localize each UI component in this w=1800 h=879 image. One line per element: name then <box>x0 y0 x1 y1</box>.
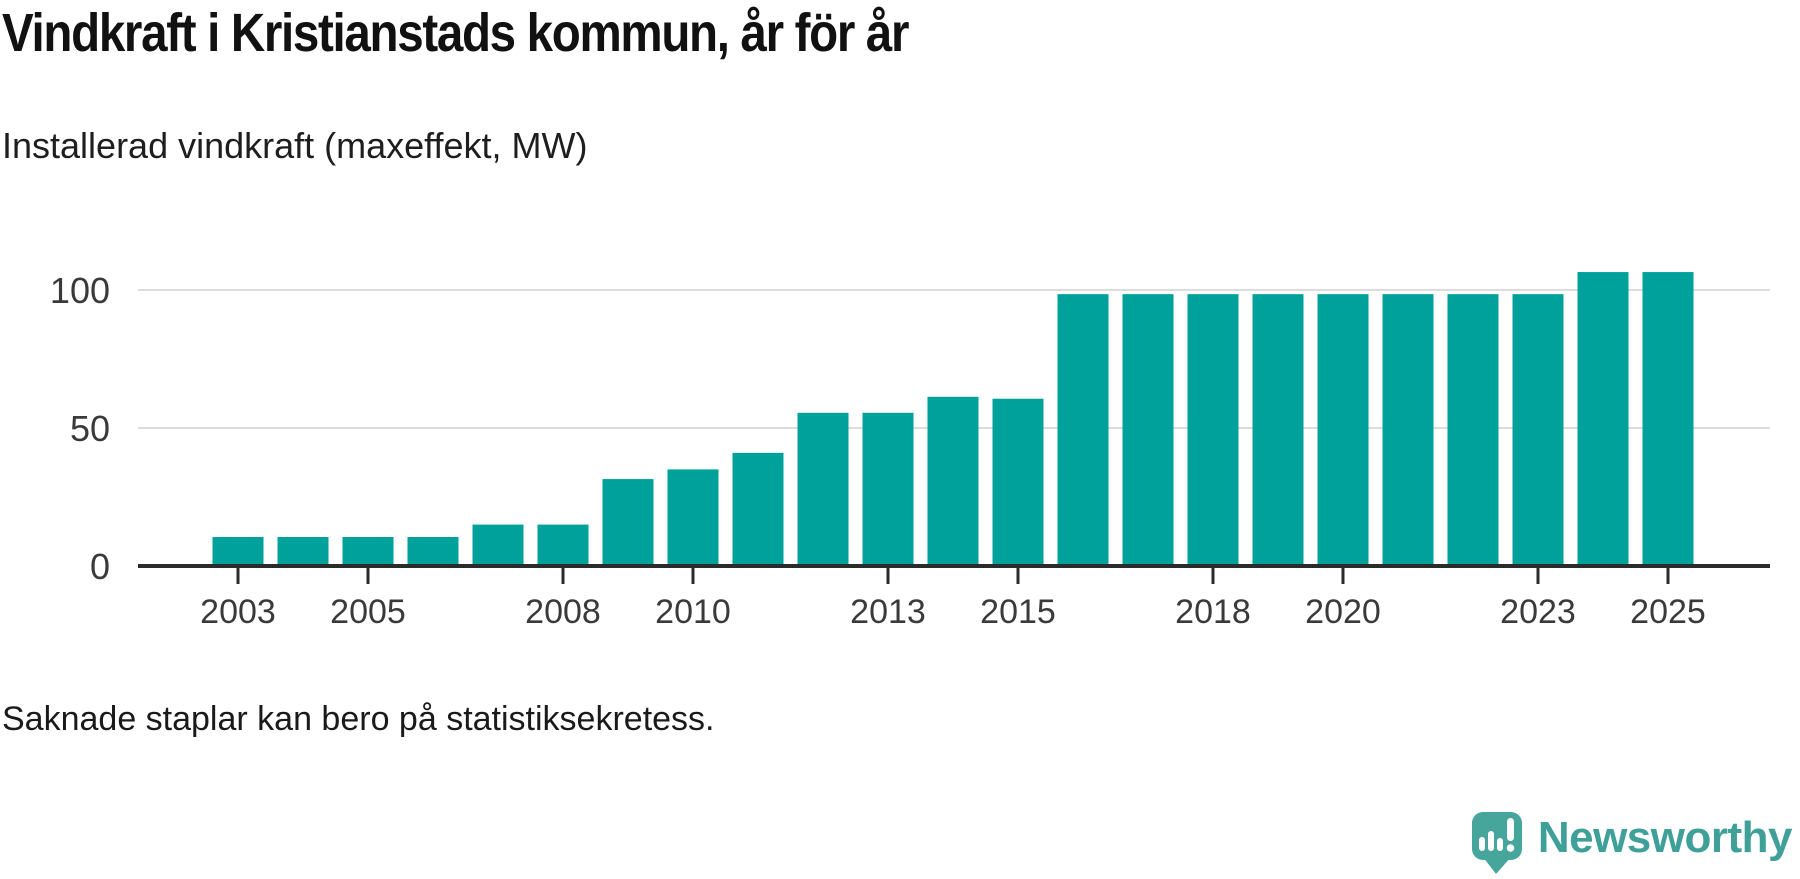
newsworthy-logo-icon <box>1471 812 1522 874</box>
x-tick-label-2015: 2015 <box>980 593 1056 631</box>
bar-2007 <box>472 524 524 566</box>
bar-2013 <box>862 412 914 566</box>
bar-2003 <box>212 537 264 566</box>
bar-2004 <box>277 537 329 566</box>
x-tick-label-2018: 2018 <box>1175 593 1251 631</box>
bar-2018 <box>1187 294 1239 566</box>
x-tick-label-2020: 2020 <box>1305 593 1381 631</box>
bar-2017 <box>1122 294 1174 566</box>
x-tick-label-2025: 2025 <box>1630 593 1706 631</box>
x-tick-label-2023: 2023 <box>1500 593 1576 631</box>
bar-2011 <box>732 452 784 566</box>
x-tick-label-2005: 2005 <box>330 593 406 631</box>
y-tick-label-0: 0 <box>90 546 110 587</box>
bar-2022 <box>1447 294 1499 566</box>
bar-2020 <box>1317 294 1369 566</box>
x-tick-label-2008: 2008 <box>525 593 601 631</box>
chart-footnote: Saknade staplar kan bero på statistiksek… <box>2 700 715 738</box>
bar-2009 <box>602 479 654 566</box>
bar-2015 <box>992 398 1044 566</box>
chart-title: Vindkraft i Kristianstads kommun, år för… <box>2 3 910 63</box>
newsworthy-logo: Newsworthy <box>1471 811 1793 875</box>
newsworthy-logo-text: Newsworthy <box>1537 813 1793 862</box>
bar-2019 <box>1252 294 1304 566</box>
bar-2021 <box>1382 294 1434 566</box>
bar-2025 <box>1642 272 1694 566</box>
bar-2024 <box>1577 272 1629 566</box>
chart-subtitle: Installerad vindkraft (maxeffekt, MW) <box>2 125 588 166</box>
bar-2014 <box>927 396 979 566</box>
bar-2008 <box>537 524 589 566</box>
bar-2012 <box>797 412 849 566</box>
bar-2006 <box>407 537 459 566</box>
y-tick-label-50: 50 <box>70 408 110 449</box>
x-tick-label-2010: 2010 <box>655 593 731 631</box>
bar-2005 <box>342 537 394 566</box>
x-tick-label-2003: 2003 <box>200 593 276 631</box>
bar-2010 <box>667 469 719 566</box>
y-tick-label-100: 100 <box>50 270 110 311</box>
bar-2023 <box>1512 294 1564 566</box>
bar-2016 <box>1057 294 1109 566</box>
x-tick-label-2013: 2013 <box>850 593 926 631</box>
